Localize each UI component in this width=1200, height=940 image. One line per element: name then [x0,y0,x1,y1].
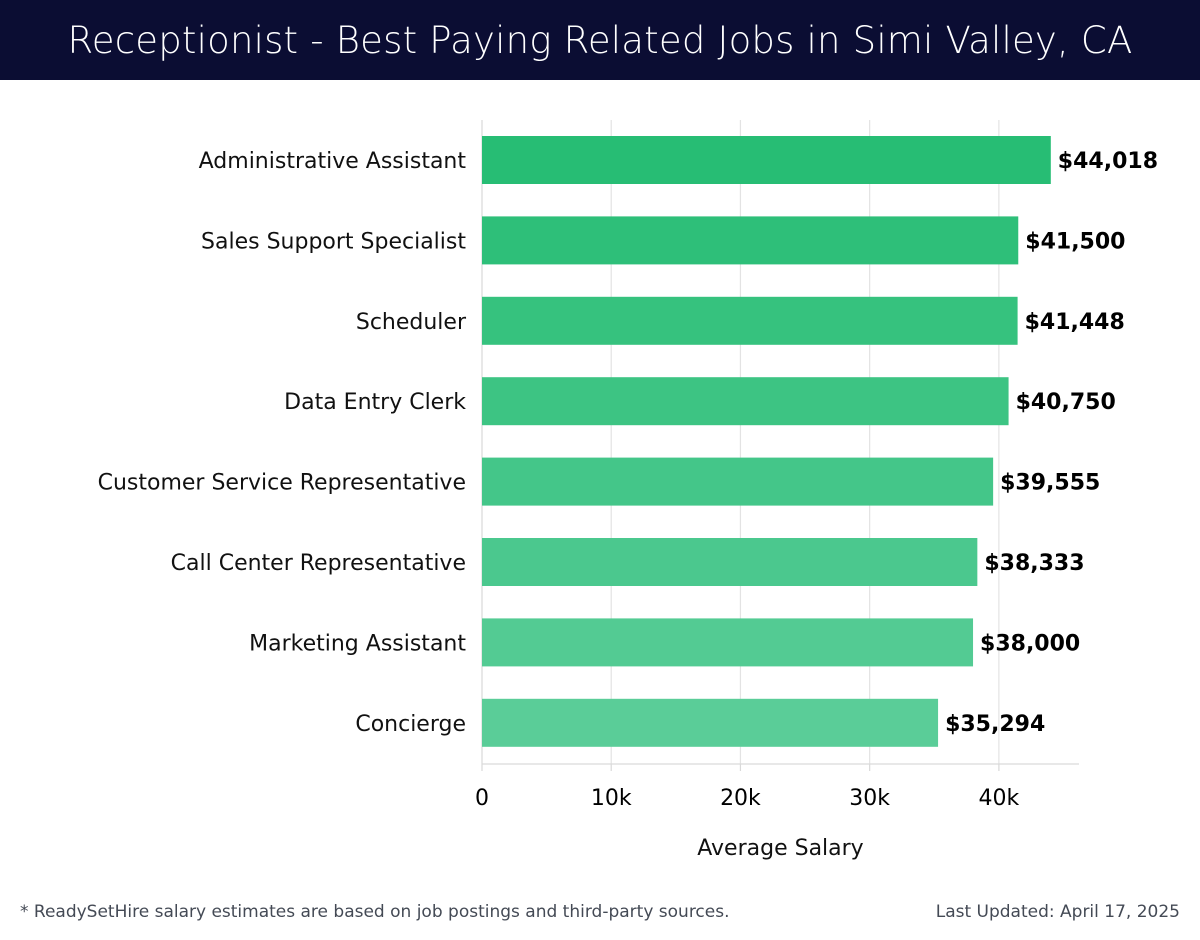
value-label: $38,000 [980,631,1080,656]
x-tick-label: 0 [475,786,489,811]
category-label: Administrative Assistant [199,149,467,174]
x-tick-label: 10k [591,786,632,811]
bar [482,538,978,586]
x-axis-title: Average Salary [697,836,863,861]
last-updated: Last Updated: April 17, 2025 [935,902,1180,922]
value-label: $40,750 [1016,390,1116,415]
category-label: Scheduler [356,310,467,335]
category-label: Customer Service Representative [98,471,466,496]
bar [482,216,1019,265]
value-label: $44,018 [1058,149,1158,174]
header-bar: Receptionist - Best Paying Related Jobs … [0,0,1200,80]
value-label: $41,448 [1025,310,1125,335]
bar-chart: Administrative Assistant $44,018 Sales Sup… [98,120,1158,861]
x-tick-label: 40k [979,786,1020,811]
category-label: Concierge [355,712,466,737]
page-title: Receptionist - Best Paying Related Jobs … [67,18,1133,62]
category-label: Data Entry Clerk [284,390,466,415]
bar [482,377,1009,426]
bar [482,296,1018,345]
value-label: $38,333 [984,551,1084,576]
bar [482,457,994,506]
value-label: $39,555 [1000,471,1100,496]
bar [482,136,1051,184]
bar [482,698,939,747]
value-label: $35,294 [945,712,1045,737]
bar [482,618,974,667]
category-label: Marketing Assistant [249,631,466,656]
x-tick-label: 30k [849,786,890,811]
footnote: * ReadySetHire salary estimates are base… [20,902,730,922]
category-label: Sales Support Specialist [201,229,466,254]
x-tick-label: 20k [720,786,761,811]
value-label: $41,500 [1025,229,1125,254]
category-label: Call Center Representative [171,551,466,576]
